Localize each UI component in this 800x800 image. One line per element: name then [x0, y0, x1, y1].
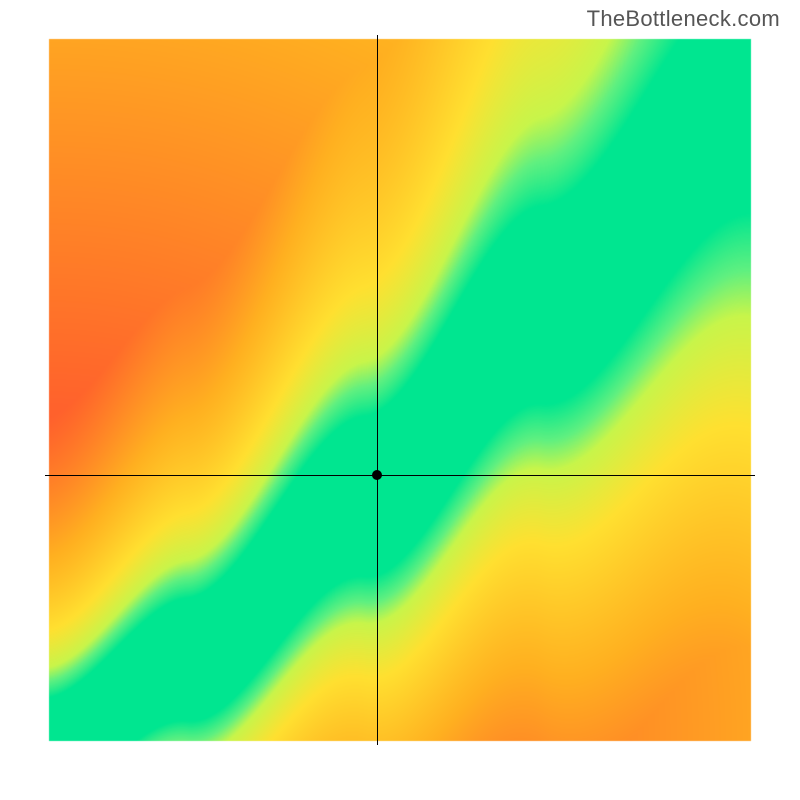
watermark-text: TheBottleneck.com	[587, 6, 780, 32]
heatmap-canvas	[45, 35, 755, 745]
chart-container: TheBottleneck.com	[0, 0, 800, 800]
selection-marker[interactable]	[372, 470, 382, 480]
heatmap-plot	[45, 35, 755, 745]
crosshair-vertical	[377, 35, 378, 745]
crosshair-horizontal	[45, 475, 755, 476]
